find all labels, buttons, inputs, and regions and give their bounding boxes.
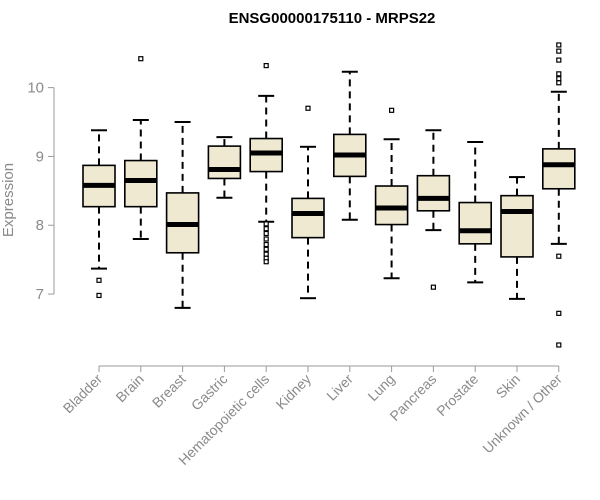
y-tick-label: 7 xyxy=(36,286,44,303)
x-tick-label: Kidney xyxy=(273,371,315,413)
x-tick-label: Lung xyxy=(364,371,397,404)
iqr-box xyxy=(374,185,409,226)
outlier-point xyxy=(430,284,436,290)
box-bladder xyxy=(82,129,116,299)
iqr-box xyxy=(124,159,158,208)
boxes-group xyxy=(82,42,576,348)
iqr-box xyxy=(416,174,451,212)
iqr-box xyxy=(291,197,325,239)
box-brain xyxy=(124,56,158,241)
outlier-point xyxy=(263,226,269,232)
outlier-point xyxy=(263,230,269,237)
outlier-point xyxy=(138,56,144,62)
iqr-box xyxy=(541,148,576,190)
outlier-point xyxy=(305,105,311,111)
y-tick-label: 10 xyxy=(27,80,44,97)
outlier-point xyxy=(96,277,102,283)
box-liver xyxy=(332,70,367,221)
box-gastric xyxy=(207,136,242,199)
outlier-point xyxy=(263,246,269,252)
iqr-box xyxy=(458,201,493,245)
x-tick-label: Brain xyxy=(112,371,146,405)
iqr-box xyxy=(207,145,242,180)
outlier-point xyxy=(263,241,269,248)
iqr-box xyxy=(500,194,534,258)
x-tick-label: Prostate xyxy=(433,371,481,419)
x-tick-label: Breast xyxy=(149,371,189,411)
outlier-point xyxy=(556,76,562,82)
box-unknown-other xyxy=(541,42,576,348)
outlier-point xyxy=(263,62,269,69)
box-pancreas xyxy=(416,129,451,290)
outlier-point xyxy=(263,221,269,227)
outlier-point xyxy=(263,259,269,265)
y-axis-label: Expression xyxy=(0,163,17,237)
box-kidney xyxy=(291,105,325,300)
outlier-point xyxy=(556,342,562,348)
outlier-point xyxy=(556,48,562,54)
outlier-point xyxy=(556,42,562,48)
outlier-point xyxy=(556,253,562,259)
box-hematopoietic-cells xyxy=(249,62,283,265)
x-tick-label: Skin xyxy=(493,371,524,402)
x-tick-label: Liver xyxy=(323,371,356,404)
outlier-point xyxy=(556,310,562,316)
x-tick-label: Bladder xyxy=(60,371,106,417)
outlier-point xyxy=(263,236,269,242)
y-tick-label: 9 xyxy=(36,148,44,165)
outlier-point xyxy=(96,292,102,299)
box-prostate xyxy=(458,140,493,284)
outlier-point xyxy=(556,71,562,77)
box-breast xyxy=(165,121,200,309)
outlier-point xyxy=(556,57,562,63)
outlier-point xyxy=(263,251,269,257)
chart-title: ENSG00000175110 - MRPS22 xyxy=(229,10,436,27)
outlier-point xyxy=(389,107,395,113)
outlier-point xyxy=(556,80,562,86)
box-lung xyxy=(374,107,409,280)
y-tick-label: 8 xyxy=(36,217,44,234)
x-tick-label: Unknown / Other xyxy=(479,371,565,457)
box-skin xyxy=(500,176,534,300)
